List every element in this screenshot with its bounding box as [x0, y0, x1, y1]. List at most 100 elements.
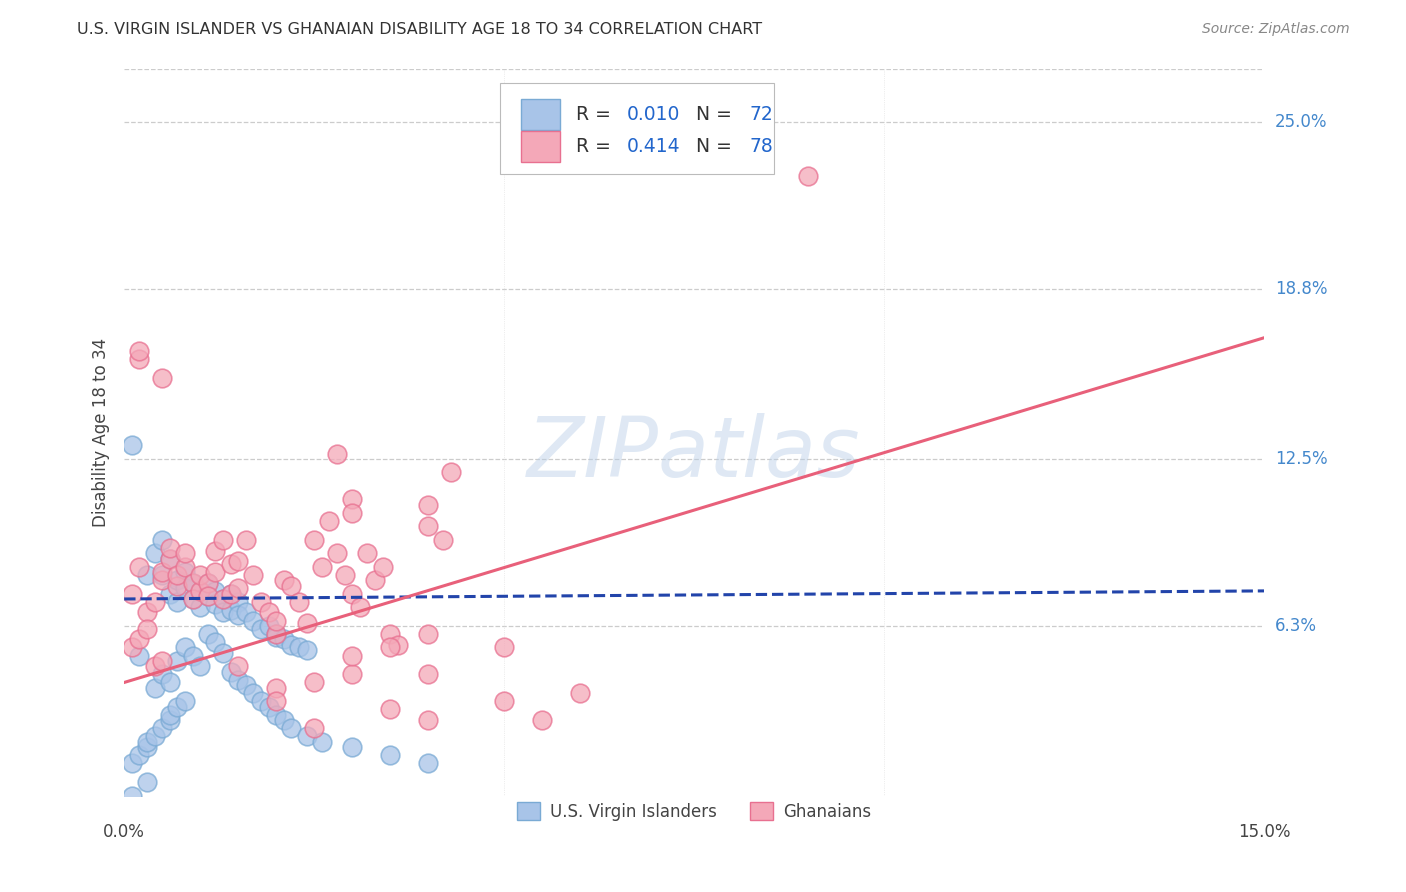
Point	[219, 586, 242, 600]
Text: Source: ZipAtlas.com: Source: ZipAtlas.com	[1202, 22, 1350, 37]
Point	[264, 630, 287, 644]
Point	[418, 756, 440, 771]
Point	[212, 591, 235, 606]
Point	[143, 659, 166, 673]
Text: 0.0%: 0.0%	[103, 823, 145, 841]
Point	[387, 638, 409, 652]
Point	[295, 616, 318, 631]
Point	[174, 640, 197, 655]
Text: 25.0%: 25.0%	[1275, 113, 1327, 131]
Point	[136, 740, 159, 755]
Point	[136, 622, 159, 636]
Point	[159, 541, 181, 555]
Point	[380, 627, 402, 641]
Point	[226, 581, 249, 595]
Point	[340, 648, 363, 663]
Point	[166, 578, 188, 592]
Point	[197, 589, 219, 603]
Point	[166, 595, 188, 609]
Point	[380, 640, 402, 655]
Text: R =: R =	[575, 105, 616, 124]
Point	[257, 699, 280, 714]
FancyBboxPatch shape	[520, 99, 560, 129]
Point	[212, 591, 235, 606]
Point	[242, 686, 264, 700]
Point	[418, 519, 440, 533]
Point	[226, 554, 249, 568]
Point	[302, 675, 325, 690]
Point	[159, 551, 181, 566]
Text: U.S. VIRGIN ISLANDER VS GHANAIAN DISABILITY AGE 18 TO 34 CORRELATION CHART: U.S. VIRGIN ISLANDER VS GHANAIAN DISABIL…	[77, 22, 762, 37]
Point	[136, 606, 159, 620]
Point	[212, 606, 235, 620]
Point	[150, 533, 173, 547]
Point	[280, 638, 302, 652]
Point	[440, 466, 463, 480]
Point	[273, 573, 295, 587]
Point	[143, 595, 166, 609]
Point	[418, 713, 440, 727]
Point	[494, 640, 516, 655]
Point	[235, 606, 257, 620]
Point	[204, 565, 226, 579]
Point	[219, 586, 242, 600]
Point	[264, 627, 287, 641]
Point	[340, 740, 363, 755]
Point	[166, 573, 188, 587]
Point	[340, 667, 363, 681]
Point	[569, 686, 592, 700]
FancyBboxPatch shape	[520, 131, 560, 161]
Point	[326, 446, 349, 460]
Point	[174, 559, 197, 574]
Point	[264, 707, 287, 722]
Point	[143, 729, 166, 743]
Point	[128, 648, 150, 663]
Point	[380, 702, 402, 716]
Text: 18.8%: 18.8%	[1275, 280, 1327, 298]
Point	[204, 635, 226, 649]
Point	[128, 748, 150, 763]
Text: ZIPatlas: ZIPatlas	[527, 413, 860, 494]
Point	[128, 559, 150, 574]
Point	[174, 581, 197, 595]
Point	[188, 600, 211, 615]
Text: 78: 78	[749, 136, 773, 156]
Point	[295, 729, 318, 743]
Point	[257, 606, 280, 620]
Point	[188, 583, 211, 598]
Point	[181, 591, 204, 606]
Point	[188, 659, 211, 673]
Point	[494, 694, 516, 708]
Point	[340, 586, 363, 600]
Point	[273, 713, 295, 727]
Point	[302, 533, 325, 547]
Point	[166, 567, 188, 582]
Point	[219, 665, 242, 679]
Point	[143, 546, 166, 560]
Point	[136, 567, 159, 582]
Point	[242, 614, 264, 628]
Point	[340, 492, 363, 507]
Point	[181, 648, 204, 663]
Point	[219, 603, 242, 617]
Point	[128, 352, 150, 367]
Point	[235, 678, 257, 692]
Legend: U.S. Virgin Islanders, Ghanaians: U.S. Virgin Islanders, Ghanaians	[510, 795, 879, 827]
Point	[121, 586, 143, 600]
Point	[333, 567, 356, 582]
Point	[235, 533, 257, 547]
Point	[226, 595, 249, 609]
Point	[136, 734, 159, 748]
Text: N =: N =	[683, 105, 738, 124]
Point	[212, 646, 235, 660]
Point	[418, 667, 440, 681]
Point	[219, 557, 242, 571]
Point	[349, 600, 371, 615]
Point	[311, 734, 333, 748]
Point	[166, 699, 188, 714]
Point	[295, 643, 318, 657]
Point	[250, 694, 273, 708]
Point	[197, 589, 219, 603]
Text: 0.414: 0.414	[627, 136, 681, 156]
FancyBboxPatch shape	[501, 83, 773, 174]
